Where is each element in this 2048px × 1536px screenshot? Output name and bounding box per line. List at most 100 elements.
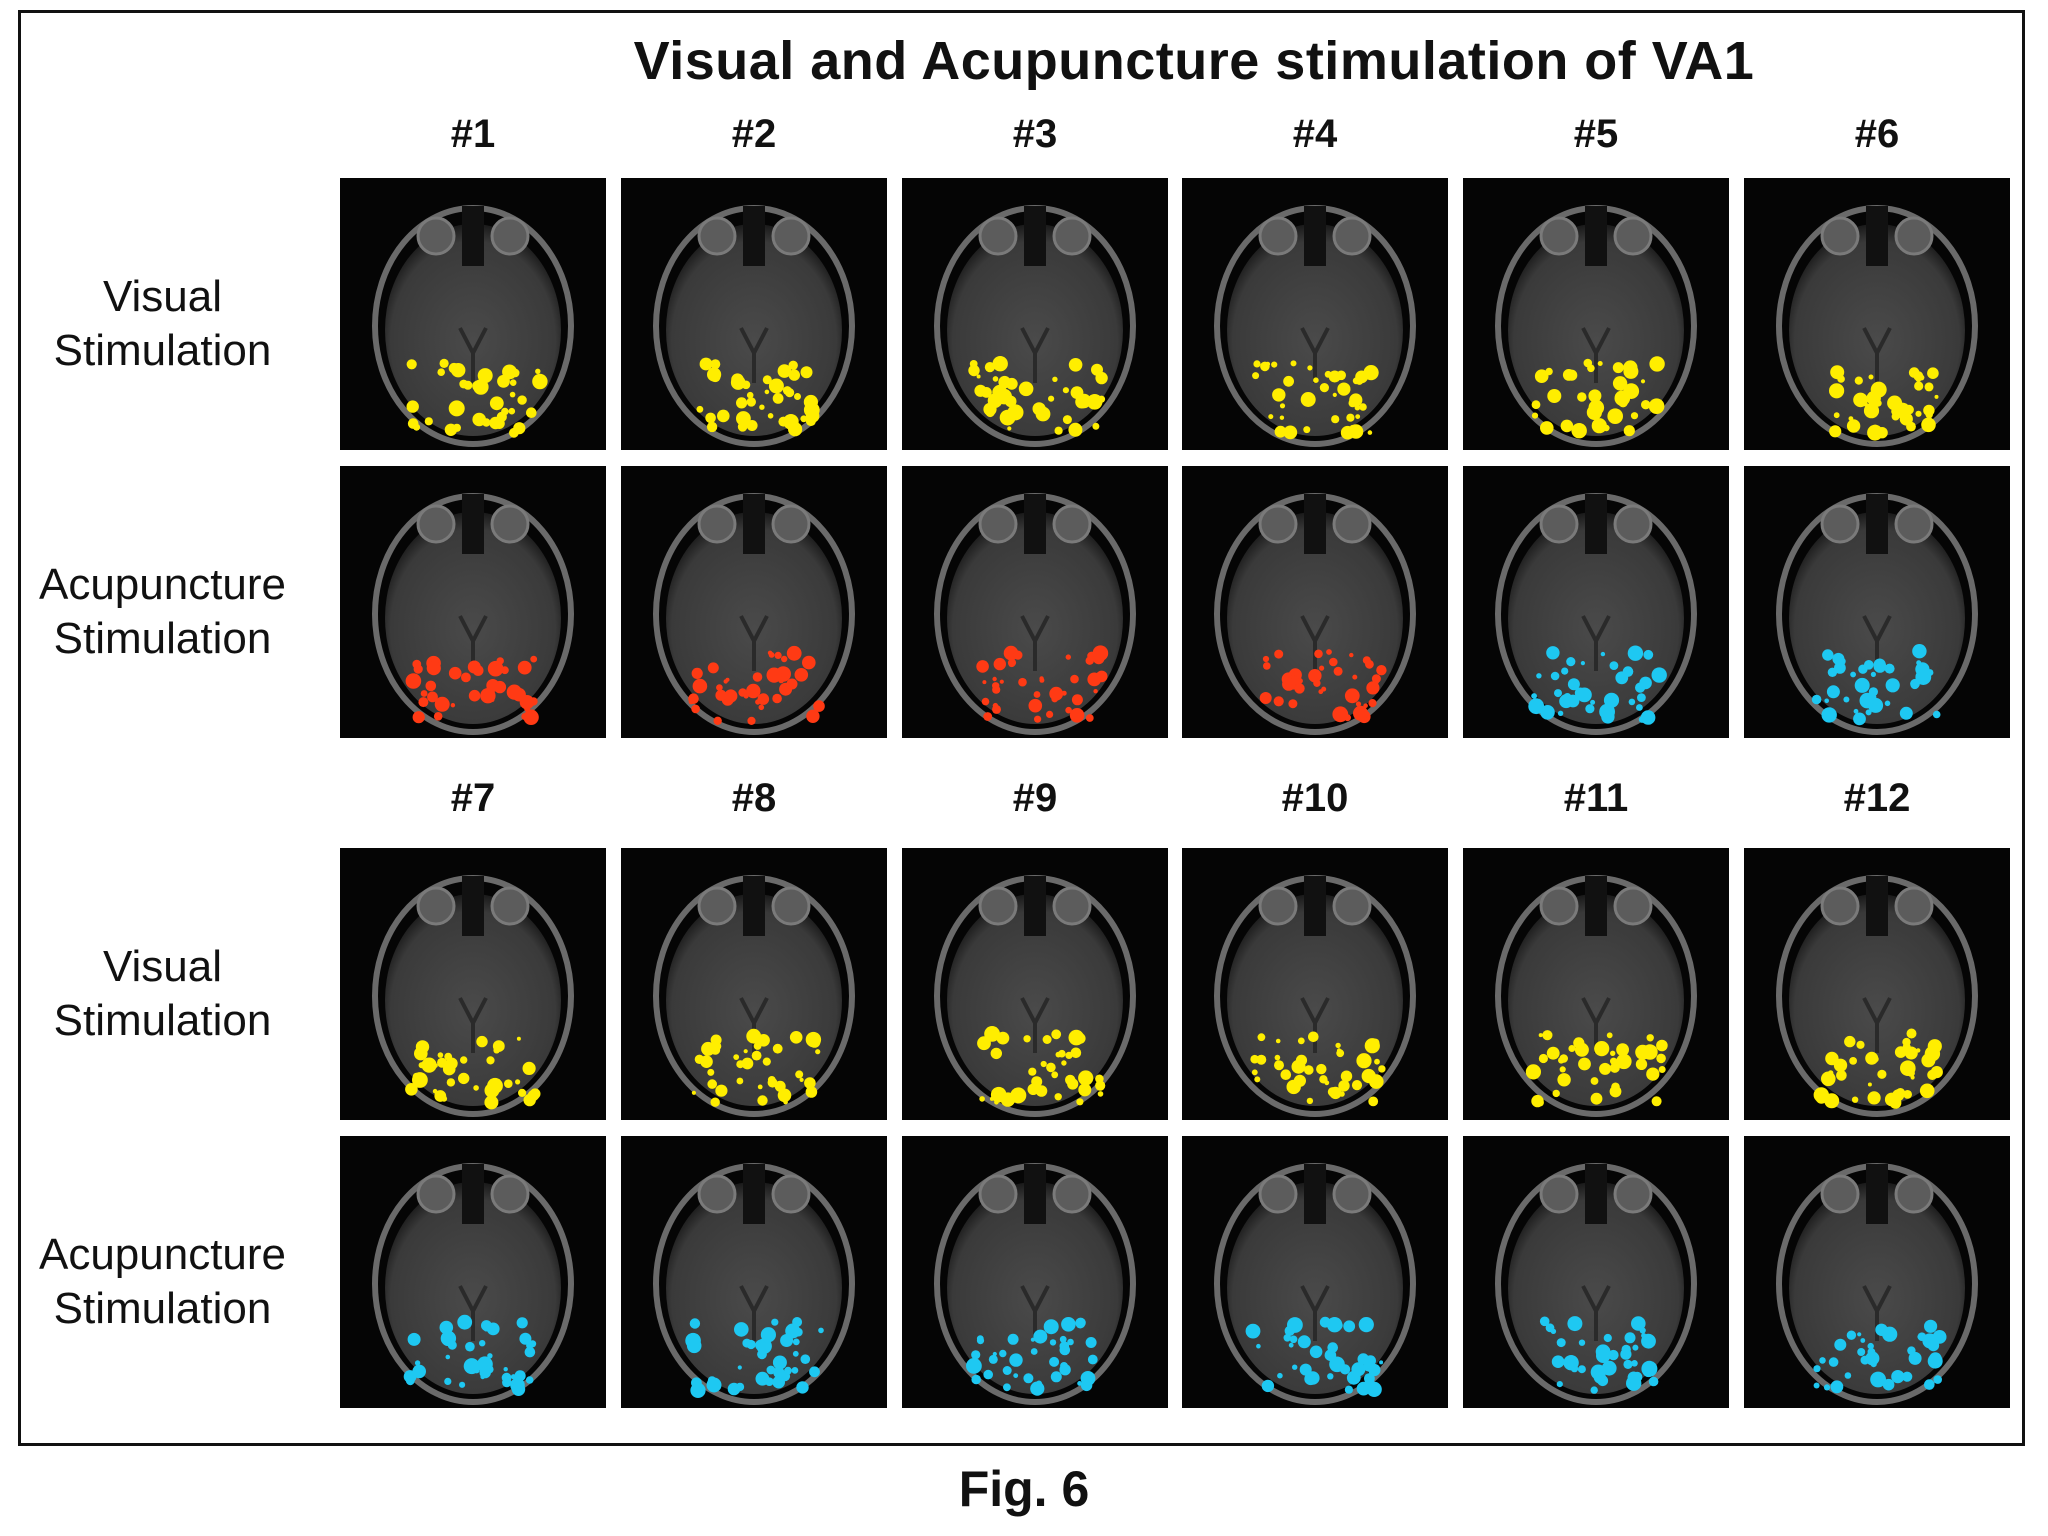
nasal-cavity xyxy=(743,876,765,936)
activation-blob xyxy=(1603,424,1610,432)
activation-blob xyxy=(1067,1078,1079,1090)
activation-blob xyxy=(1054,426,1063,435)
activation-blob xyxy=(1087,1354,1098,1365)
nasal-cavity xyxy=(1866,1164,1888,1224)
orbit-shape xyxy=(978,216,1018,256)
orbit-shape xyxy=(1613,1174,1653,1214)
activation-blob xyxy=(976,1337,985,1345)
activation-blob xyxy=(1876,1328,1882,1334)
orbit-shape xyxy=(416,216,456,256)
activation-blob xyxy=(1577,1365,1586,1374)
activation-blob xyxy=(1254,1076,1261,1083)
brain-scan-visual xyxy=(621,178,887,450)
activation-blob xyxy=(1071,694,1083,706)
nasal-cavity xyxy=(743,494,765,554)
activation-blob xyxy=(1368,1363,1381,1377)
activation-blob xyxy=(433,712,443,721)
activation-blob xyxy=(1903,418,1909,424)
activation-blob xyxy=(789,1031,803,1044)
activation-blob xyxy=(1356,1053,1372,1069)
brain-tissue xyxy=(385,894,561,1106)
activation-blob xyxy=(1085,1337,1097,1348)
activation-blob xyxy=(1590,1077,1599,1085)
activation-blob xyxy=(1651,1096,1662,1107)
activation-blob xyxy=(1578,1339,1586,1346)
activation-blob xyxy=(707,1376,717,1385)
activation-blob xyxy=(1867,1091,1881,1105)
panel-label: #5 xyxy=(1573,112,1619,156)
activation-blob xyxy=(1632,1344,1639,1351)
activation-blob xyxy=(1813,1382,1820,1389)
activation-blob xyxy=(1907,1069,1915,1077)
activation-blob xyxy=(1294,683,1305,694)
activation-blob xyxy=(1059,1335,1067,1343)
orbit-shape xyxy=(1820,216,1860,256)
activation-blob xyxy=(971,1350,981,1360)
brain-tissue xyxy=(1227,894,1403,1106)
activation-blob xyxy=(746,683,761,699)
activation-blob xyxy=(526,407,537,418)
orbit-shape xyxy=(1820,1174,1860,1214)
activation-blob xyxy=(987,393,1003,408)
brain-scan-visual xyxy=(1463,178,1729,450)
brain-tissue xyxy=(385,224,561,436)
activation-blob xyxy=(1257,1033,1266,1042)
activation-blob xyxy=(1556,1338,1566,1348)
nasal-cavity xyxy=(1585,494,1607,554)
activation-blob xyxy=(1027,1083,1039,1095)
figure-title: Visual and Acupuncture stimulation of VA… xyxy=(633,31,1755,91)
activation-blob xyxy=(1827,667,1838,677)
activation-blob xyxy=(440,1330,457,1347)
activation-blob xyxy=(517,395,527,405)
activation-blob xyxy=(999,1349,1007,1358)
activation-blob xyxy=(1927,1353,1943,1369)
activation-blob xyxy=(984,362,995,373)
brain-scan-visual xyxy=(1463,848,1729,1120)
activation-blob xyxy=(981,387,992,398)
activation-blob xyxy=(1616,1043,1629,1057)
activation-blob xyxy=(1355,701,1362,707)
orbit-shape xyxy=(416,504,456,544)
panel-label: #3 xyxy=(1012,112,1058,156)
midline-structure xyxy=(1581,615,1611,671)
activation-blob xyxy=(510,1374,517,1380)
activation-blob xyxy=(1007,1333,1019,1345)
activation-blob xyxy=(1356,1381,1371,1396)
activation-blob xyxy=(992,676,997,682)
brain-tissue xyxy=(1227,1182,1403,1394)
activation-blob xyxy=(1916,660,1922,666)
activation-blob xyxy=(1355,414,1361,419)
activation-blob xyxy=(516,1317,528,1329)
activation-blob xyxy=(439,358,449,368)
activation-blob xyxy=(771,1318,779,1326)
brain-tissue xyxy=(1227,512,1403,724)
activation-blob xyxy=(1606,1032,1613,1039)
activation-blob xyxy=(992,356,1008,372)
activation-blob xyxy=(1870,381,1887,398)
activation-blob xyxy=(1599,1062,1612,1075)
activation-blob xyxy=(736,397,748,409)
panel-label: #8 xyxy=(731,776,777,820)
orbit-shape xyxy=(1052,1174,1092,1214)
activation-blob xyxy=(762,375,772,385)
activation-blob xyxy=(1923,404,1935,417)
activation-blob xyxy=(1643,649,1654,660)
activation-blob xyxy=(1850,671,1856,678)
activation-blob xyxy=(1033,1329,1048,1344)
activation-blob xyxy=(1303,426,1311,434)
activation-blob xyxy=(792,1317,803,1327)
activation-blob xyxy=(1013,650,1023,660)
nasal-cavity xyxy=(1585,206,1607,266)
orbit-shape xyxy=(771,886,811,926)
brain-scan-visual xyxy=(902,848,1168,1120)
activation-blob xyxy=(712,1041,722,1051)
brain-scan-acupuncture xyxy=(902,466,1168,738)
activation-blob xyxy=(772,1375,785,1389)
orbit-shape xyxy=(416,1174,456,1214)
activation-blob xyxy=(514,1370,526,1382)
activation-blob xyxy=(1261,1379,1275,1393)
activation-blob xyxy=(484,1095,499,1110)
activation-blob xyxy=(1070,674,1079,684)
activation-blob xyxy=(518,1088,527,1097)
activation-blob xyxy=(1871,699,1878,707)
